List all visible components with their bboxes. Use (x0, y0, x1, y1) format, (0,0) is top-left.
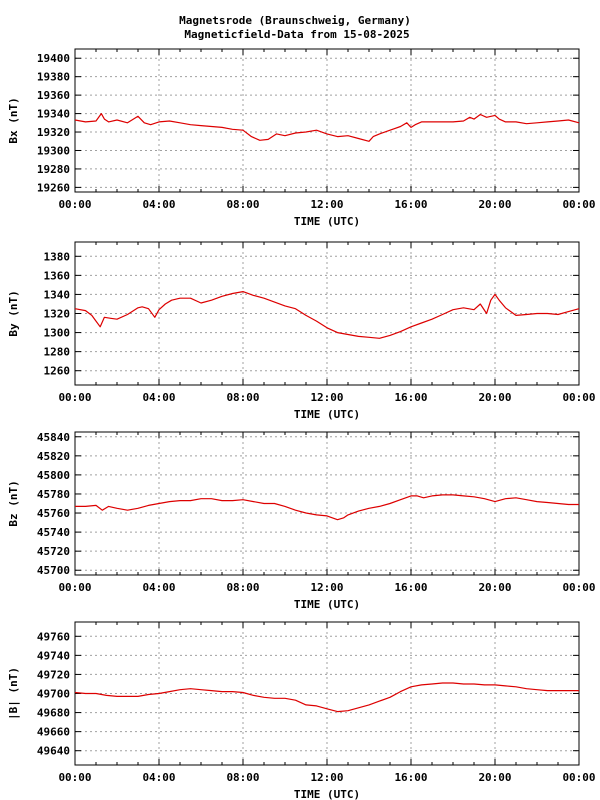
y-tick-label: 45700 (37, 564, 70, 577)
x-tick-label: 16:00 (394, 391, 427, 404)
x-tick-label: 04:00 (142, 391, 175, 404)
y-axis-label: Bx (nT) (7, 97, 20, 143)
y-tick-label: 49660 (37, 726, 70, 739)
chart-panel-2: 1260 1280 1300 1320 1340 1360 1380 00:00 04:00 08… (7, 241, 596, 421)
y-tick-label: 19380 (37, 71, 70, 84)
x-tick-label: 00:00 (58, 391, 91, 404)
chart-panels: 19260 19280 19300 19320 19340 19360 19380 19400… (7, 48, 596, 800)
chart-panel-1: 19260 19280 19300 19320 19340 19360 19380 19400… (7, 48, 596, 228)
y-tick-label: 19280 (37, 163, 70, 176)
x-tick-label: 08:00 (226, 581, 259, 594)
y-tick-label: 19340 (37, 108, 70, 121)
series-line-1 (74, 112, 580, 142)
x-tick-label: 00:00 (562, 771, 595, 784)
x-tick-label: 12:00 (310, 391, 343, 404)
y-tick-label: 45780 (37, 488, 70, 501)
y-tick-label: 19300 (37, 144, 70, 157)
plot-frame (74, 431, 580, 576)
y-tick-label: 45720 (37, 545, 70, 558)
y-tick-label: 1300 (44, 327, 71, 340)
x-tick-label: 12:00 (310, 771, 343, 784)
y-tick-label: 45760 (37, 507, 70, 520)
y-tick-label: 45800 (37, 469, 70, 482)
x-tick-label: 00:00 (562, 581, 595, 594)
y-tick-label: 19360 (37, 89, 70, 102)
plot-frame (74, 621, 580, 766)
y-tick-label: 1360 (44, 269, 71, 282)
x-tick-label: 20:00 (478, 771, 511, 784)
y-tick-label: 45820 (37, 450, 70, 463)
x-tick-label: 20:00 (478, 391, 511, 404)
y-tick-label: 49640 (37, 745, 70, 758)
x-axis-label: TIME (UTC) (294, 215, 360, 228)
x-tick-label: 08:00 (226, 391, 259, 404)
x-tick-label: 12:00 (310, 581, 343, 594)
y-tick-label: 49680 (37, 707, 70, 720)
x-axis-label: TIME (UTC) (294, 788, 360, 800)
y-tick-label: 19400 (37, 52, 70, 65)
y-axis-label: |B| (nT) (7, 667, 20, 720)
x-tick-label: 00:00 (562, 198, 595, 211)
y-tick-label: 1280 (44, 346, 71, 359)
chart-title-line-2: Magneticfield-Data from 15-08-2025 (184, 28, 409, 41)
plot-frame (74, 241, 580, 386)
y-tick-label: 1320 (44, 308, 71, 321)
y-tick-label: 19260 (37, 181, 70, 194)
chart-panel-4: 49640 49660 49680 49700 49720 49740 49760 00:00… (7, 621, 596, 800)
y-tick-label: 1260 (44, 365, 71, 378)
x-tick-label: 04:00 (142, 581, 175, 594)
series-line-3 (75, 494, 579, 521)
chart-title-line-1: Magnetsrode (Braunschweig, Germany) (179, 14, 411, 27)
y-axis-label: Bz (nT) (7, 480, 20, 526)
chart-panel-3: 45700 45720 45740 45760 45780 45800 45820 45840… (7, 431, 596, 611)
x-tick-label: 00:00 (58, 198, 91, 211)
y-tick-label: 45740 (37, 526, 70, 539)
x-tick-label: 08:00 (226, 771, 259, 784)
y-tick-label: 49760 (37, 630, 70, 643)
x-tick-label: 16:00 (394, 581, 427, 594)
x-tick-label: 00:00 (58, 771, 91, 784)
y-tick-label: 45840 (37, 431, 70, 444)
y-axis-label: By (nT) (7, 290, 20, 336)
x-tick-label: 16:00 (394, 198, 427, 211)
y-tick-label: 49720 (37, 668, 70, 681)
x-tick-label: 04:00 (142, 771, 175, 784)
series-line-2 (74, 291, 580, 339)
y-tick-label: 1340 (44, 288, 71, 301)
x-tick-label: 04:00 (142, 198, 175, 211)
x-tick-label: 00:00 (58, 581, 91, 594)
x-tick-label: 00:00 (562, 391, 595, 404)
x-tick-label: 20:00 (478, 581, 511, 594)
x-axis-label: TIME (UTC) (294, 598, 360, 611)
x-tick-label: 16:00 (394, 771, 427, 784)
y-tick-label: 49740 (37, 649, 70, 662)
y-tick-label: 49700 (37, 688, 70, 701)
x-axis-label: TIME (UTC) (294, 408, 360, 421)
y-tick-label: 19320 (37, 126, 70, 139)
x-tick-label: 20:00 (478, 198, 511, 211)
x-tick-label: 12:00 (310, 198, 343, 211)
series-line-4 (74, 682, 579, 713)
x-tick-label: 08:00 (226, 198, 259, 211)
y-tick-label: 1380 (44, 250, 71, 263)
